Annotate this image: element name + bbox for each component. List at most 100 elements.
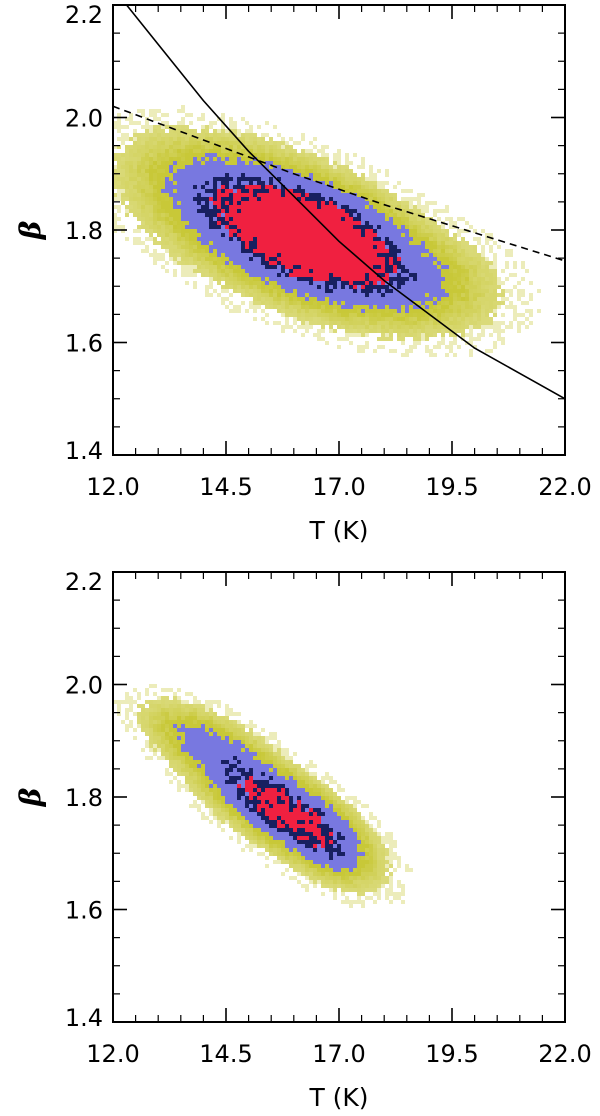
density-cell	[429, 269, 433, 273]
density-cell	[205, 716, 209, 720]
density-cell	[221, 820, 225, 824]
density-cell	[233, 161, 237, 165]
density-cell	[401, 329, 405, 333]
density-cell	[445, 273, 449, 277]
density-cell	[253, 277, 257, 281]
density-cell	[473, 249, 477, 253]
density-cell	[301, 804, 305, 808]
density-cell	[325, 824, 329, 828]
density-cell	[425, 273, 429, 277]
density-cell	[241, 261, 245, 265]
density-cell	[217, 269, 221, 273]
density-cell	[425, 317, 429, 321]
density-cell	[265, 173, 269, 177]
density-cell	[277, 820, 281, 824]
density-cell	[333, 329, 337, 333]
density-cell	[521, 313, 525, 317]
density-cell	[161, 237, 165, 241]
density-cell	[205, 800, 209, 804]
density-cell	[385, 277, 389, 281]
density-cell	[253, 281, 257, 285]
density-cell	[201, 181, 205, 185]
density-cell	[245, 209, 249, 213]
density-cell	[393, 321, 397, 325]
density-cell	[425, 349, 429, 353]
density-cell	[361, 241, 365, 245]
density-cell	[273, 808, 277, 812]
density-cell	[213, 173, 217, 177]
density-cell	[157, 724, 161, 728]
density-cell	[329, 209, 333, 213]
density-cell	[229, 764, 233, 768]
density-cell	[473, 269, 477, 273]
density-cell	[345, 333, 349, 337]
density-cell	[273, 812, 277, 816]
density-cell	[421, 325, 425, 329]
density-cell	[197, 792, 201, 796]
density-cell	[253, 249, 257, 253]
density-cell	[113, 700, 117, 704]
density-cell	[265, 321, 269, 325]
density-cell	[241, 257, 245, 261]
density-cell	[177, 708, 181, 712]
density-cell	[241, 752, 245, 756]
density-cell	[297, 804, 301, 808]
density-cell	[201, 776, 205, 780]
density-cell	[353, 800, 357, 804]
density-cell	[253, 297, 257, 301]
density-cell	[225, 712, 229, 716]
density-cell	[145, 712, 149, 716]
density-cell	[253, 804, 257, 808]
density-cell	[433, 241, 437, 245]
density-cell	[393, 297, 397, 301]
density-cell	[325, 816, 329, 820]
density-cell	[273, 293, 277, 297]
density-cell	[201, 269, 205, 273]
density-cell	[301, 261, 305, 265]
density-cell	[501, 301, 505, 305]
density-cell	[417, 201, 421, 205]
density-cell	[333, 233, 337, 237]
density-cell	[457, 281, 461, 285]
density-cell	[117, 193, 121, 197]
density-cell	[125, 161, 129, 165]
density-cell	[293, 776, 297, 780]
density-cell	[361, 197, 365, 201]
density-cell	[341, 293, 345, 297]
density-cell	[373, 325, 377, 329]
density-cell	[301, 305, 305, 309]
density-cell	[265, 776, 269, 780]
density-cell	[233, 225, 237, 229]
density-cell	[393, 265, 397, 269]
density-cell	[445, 257, 449, 261]
density-cell	[285, 297, 289, 301]
density-cell	[217, 736, 221, 740]
density-cell	[277, 812, 281, 816]
density-cell	[177, 197, 181, 201]
density-cell	[145, 157, 149, 161]
density-cell	[113, 229, 117, 233]
density-cell	[337, 253, 341, 257]
density-cell	[273, 321, 277, 325]
density-cell	[429, 293, 433, 297]
density-cell	[321, 301, 325, 305]
density-cell	[357, 297, 361, 301]
density-cell	[305, 321, 309, 325]
density-cell	[301, 201, 305, 205]
density-cell	[305, 768, 309, 772]
density-cell	[389, 221, 393, 225]
density-cell	[201, 780, 205, 784]
density-cell	[265, 301, 269, 305]
density-cell	[173, 752, 177, 756]
density-cell	[113, 177, 117, 181]
density-cell	[281, 836, 285, 840]
density-cell	[177, 245, 181, 249]
density-cell	[153, 117, 157, 121]
density-cell	[253, 800, 257, 804]
density-cell	[377, 185, 381, 189]
density-cell	[125, 181, 129, 185]
density-cell	[305, 249, 309, 253]
density-cell	[305, 213, 309, 217]
density-cell	[157, 217, 161, 221]
density-cell	[197, 157, 201, 161]
